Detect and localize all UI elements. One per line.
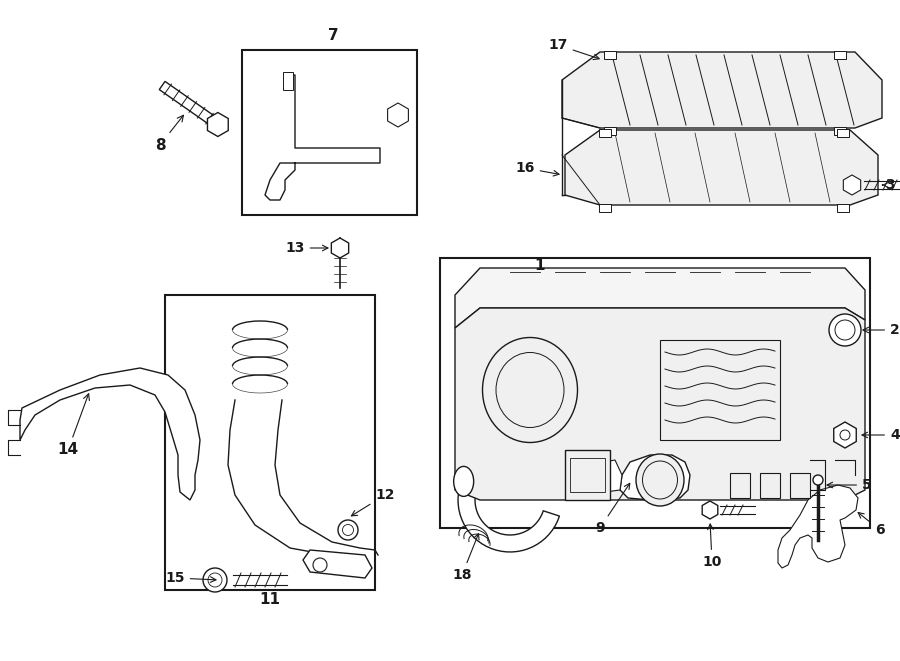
Bar (599, 129, 611, 137)
Text: 9: 9 (595, 483, 630, 535)
Bar (730, 473, 750, 498)
Circle shape (203, 568, 227, 592)
Text: 14: 14 (58, 394, 89, 457)
Circle shape (813, 475, 823, 485)
Ellipse shape (636, 454, 684, 506)
Polygon shape (593, 460, 622, 492)
Bar (599, 204, 611, 212)
Bar (660, 340, 780, 440)
Text: 15: 15 (166, 571, 216, 585)
Polygon shape (778, 485, 858, 568)
Polygon shape (455, 308, 865, 500)
Text: 3: 3 (883, 178, 895, 192)
Polygon shape (620, 455, 690, 500)
Polygon shape (565, 130, 878, 205)
Ellipse shape (338, 520, 358, 540)
Text: 6: 6 (858, 512, 885, 537)
Polygon shape (20, 368, 200, 500)
Bar (834, 51, 846, 59)
Bar (570, 458, 605, 492)
Ellipse shape (829, 314, 861, 346)
Text: 18: 18 (452, 533, 479, 582)
Text: 11: 11 (259, 592, 281, 607)
Bar (837, 129, 849, 137)
Text: 12: 12 (351, 488, 395, 516)
Ellipse shape (835, 320, 855, 340)
Bar (604, 127, 616, 135)
Ellipse shape (643, 461, 678, 499)
Bar (790, 473, 810, 498)
Circle shape (208, 573, 222, 587)
Text: 7: 7 (328, 28, 338, 42)
Bar (440, 258, 870, 528)
Circle shape (313, 558, 327, 572)
Text: 8: 8 (155, 115, 184, 153)
Bar (242, 50, 417, 215)
Bar (837, 204, 849, 212)
Text: 4: 4 (862, 428, 900, 442)
Bar (760, 473, 780, 498)
Text: 16: 16 (516, 161, 559, 176)
Text: 17: 17 (548, 38, 599, 59)
Ellipse shape (343, 524, 354, 535)
Polygon shape (455, 268, 865, 328)
Text: 5: 5 (827, 478, 872, 492)
Bar (283, 72, 293, 90)
Polygon shape (159, 81, 220, 129)
Bar (834, 127, 846, 135)
Ellipse shape (496, 352, 564, 428)
Text: 2: 2 (863, 323, 900, 337)
Bar (565, 450, 610, 500)
Polygon shape (562, 52, 882, 128)
Polygon shape (458, 469, 560, 552)
Text: 10: 10 (702, 524, 722, 569)
Polygon shape (303, 550, 372, 578)
Ellipse shape (840, 430, 850, 440)
Bar (604, 51, 616, 59)
Bar (165, 295, 375, 590)
Ellipse shape (482, 338, 578, 442)
Text: 13: 13 (285, 241, 328, 255)
Text: 1: 1 (535, 258, 545, 272)
Ellipse shape (454, 467, 473, 496)
